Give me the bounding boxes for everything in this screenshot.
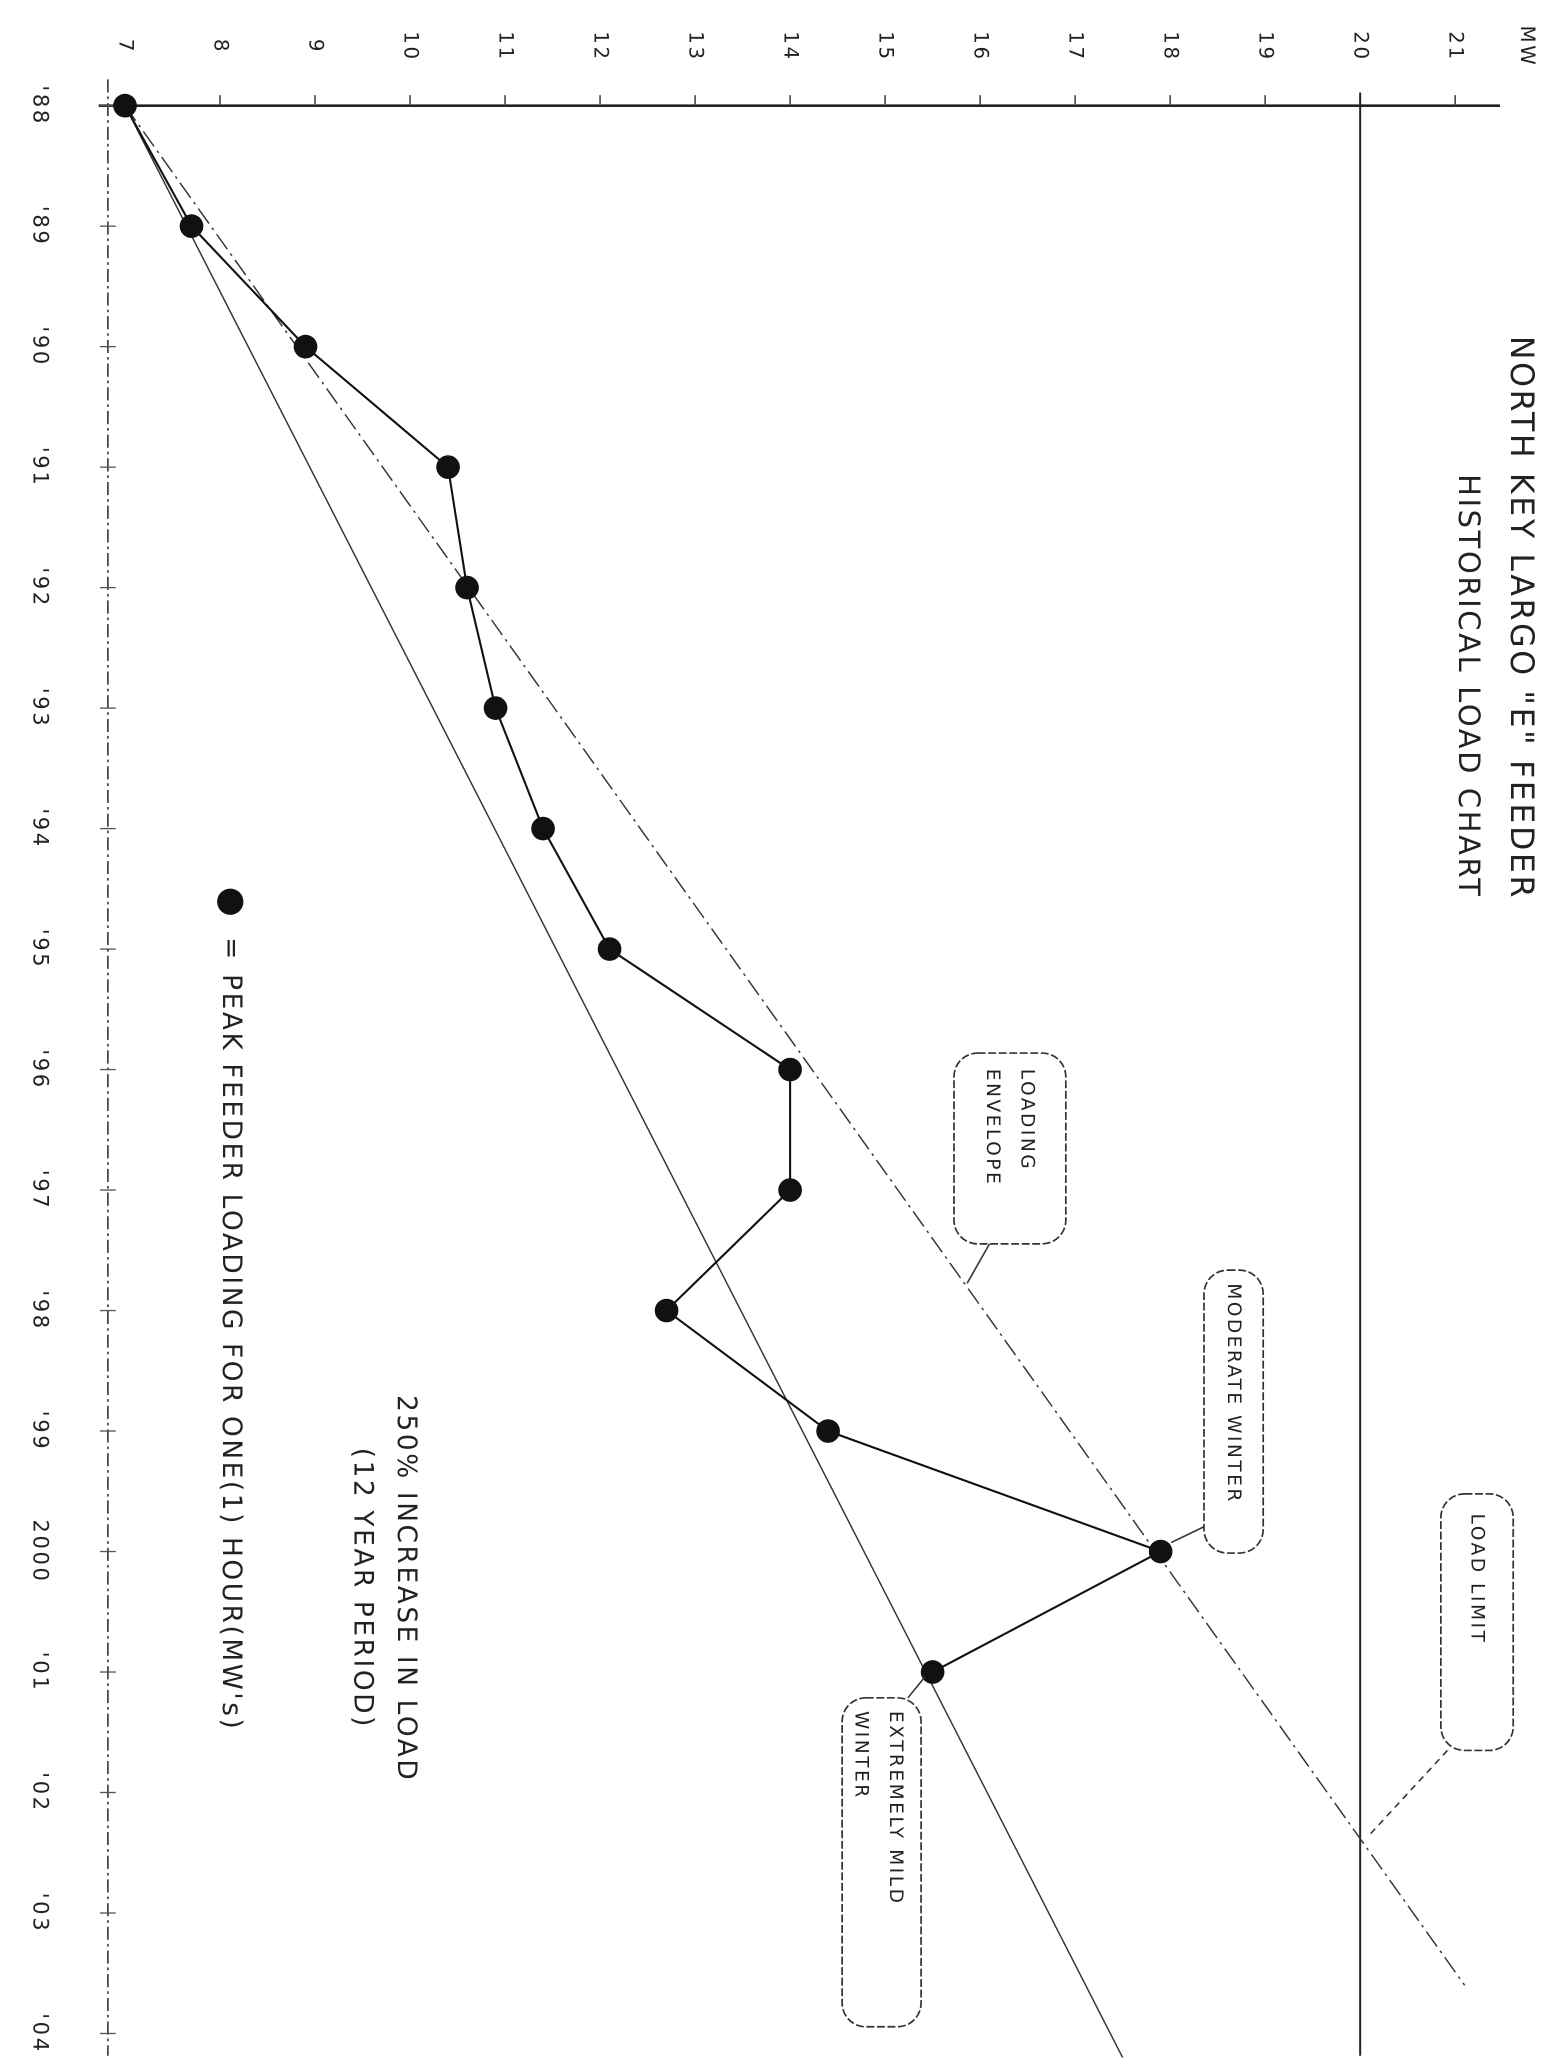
x-tick-label: '97 <box>28 1170 53 1210</box>
y-axis-label: MW <box>1516 26 1539 68</box>
y-tick-label: 20 <box>1350 31 1373 61</box>
legend-marker <box>217 889 243 915</box>
y-tick-label: 14 <box>780 31 803 61</box>
x-tick-label: '92 <box>28 567 53 607</box>
data-point <box>921 1660 945 1684</box>
data-point <box>113 94 137 118</box>
y-tick-label: 21 <box>1445 31 1468 61</box>
callout-text: WINTER <box>851 1711 872 1800</box>
annotation: (12 YEAR PERIOD) <box>347 1448 377 1729</box>
x-tick-label: '94 <box>28 808 53 848</box>
y-tick-label: 10 <box>400 31 423 61</box>
y-tick-label: 17 <box>1065 31 1088 61</box>
y-tick-label: 11 <box>495 31 518 61</box>
x-tick-label: '03 <box>28 1893 53 1933</box>
chart-subtitle: HISTORICAL LOAD CHART <box>1452 474 1486 898</box>
data-point <box>816 1419 840 1443</box>
y-tick-label: 15 <box>875 31 898 61</box>
y-tick-label: 8 <box>210 39 233 54</box>
x-tick-label: '02 <box>28 1772 53 1812</box>
y-tick-label: 18 <box>1160 31 1183 61</box>
data-point <box>531 817 555 841</box>
x-tick-label: '93 <box>28 688 53 728</box>
y-tick-label: 16 <box>970 31 993 61</box>
x-tick-label: '96 <box>28 1049 53 1089</box>
x-tick-label: '89 <box>28 206 53 246</box>
chart-title: NORTH KEY LARGO "E" FEEDER <box>1503 336 1539 900</box>
callout-text: MODERATE WINTER <box>1223 1283 1244 1504</box>
y-tick-label: 19 <box>1255 31 1278 61</box>
x-tick-label: '04 <box>28 2013 53 2053</box>
data-point <box>655 1299 679 1323</box>
callout-text: EXTREMELY MILD <box>885 1711 906 1906</box>
legend-prefix: = <box>216 937 246 962</box>
data-point <box>778 1178 802 1202</box>
y-tick-label: 13 <box>685 31 708 61</box>
x-tick-label: '01 <box>28 1652 53 1692</box>
data-point <box>778 1058 802 1082</box>
x-tick-label: '95 <box>28 929 53 969</box>
callout-text: LOAD LIMIT <box>1466 1514 1487 1645</box>
data-point <box>598 937 622 961</box>
annotation: 250% INCREASE IN LOAD <box>391 1395 421 1782</box>
callout-text: LOADING <box>1016 1069 1037 1171</box>
x-tick-label: 2000 <box>28 1519 53 1583</box>
y-tick-label: 9 <box>305 39 328 54</box>
data-point <box>436 455 460 479</box>
x-tick-label: '99 <box>28 1411 53 1451</box>
x-tick-label: '90 <box>28 326 53 366</box>
data-point <box>294 335 318 359</box>
callout-text: ENVELOPE <box>982 1069 1003 1187</box>
y-tick-label: 12 <box>590 31 613 61</box>
x-tick-label: '91 <box>28 447 53 487</box>
legend-label: PEAK FEEDER LOADING FOR ONE(1) HOUR(MW's… <box>216 974 246 1731</box>
data-point <box>484 696 508 720</box>
chart: 7 8 9 10 11 12 13 14 15 16 17 18 19 20 21 MW '88 '89 '90 '9… <box>0 0 1554 2064</box>
x-tick-label: '98 <box>28 1290 53 1330</box>
data-point <box>180 214 204 238</box>
data-point <box>455 576 479 600</box>
data-point <box>1149 1540 1173 1564</box>
y-tick-label: 7 <box>115 39 138 54</box>
x-tick-label: '88 <box>28 85 53 125</box>
